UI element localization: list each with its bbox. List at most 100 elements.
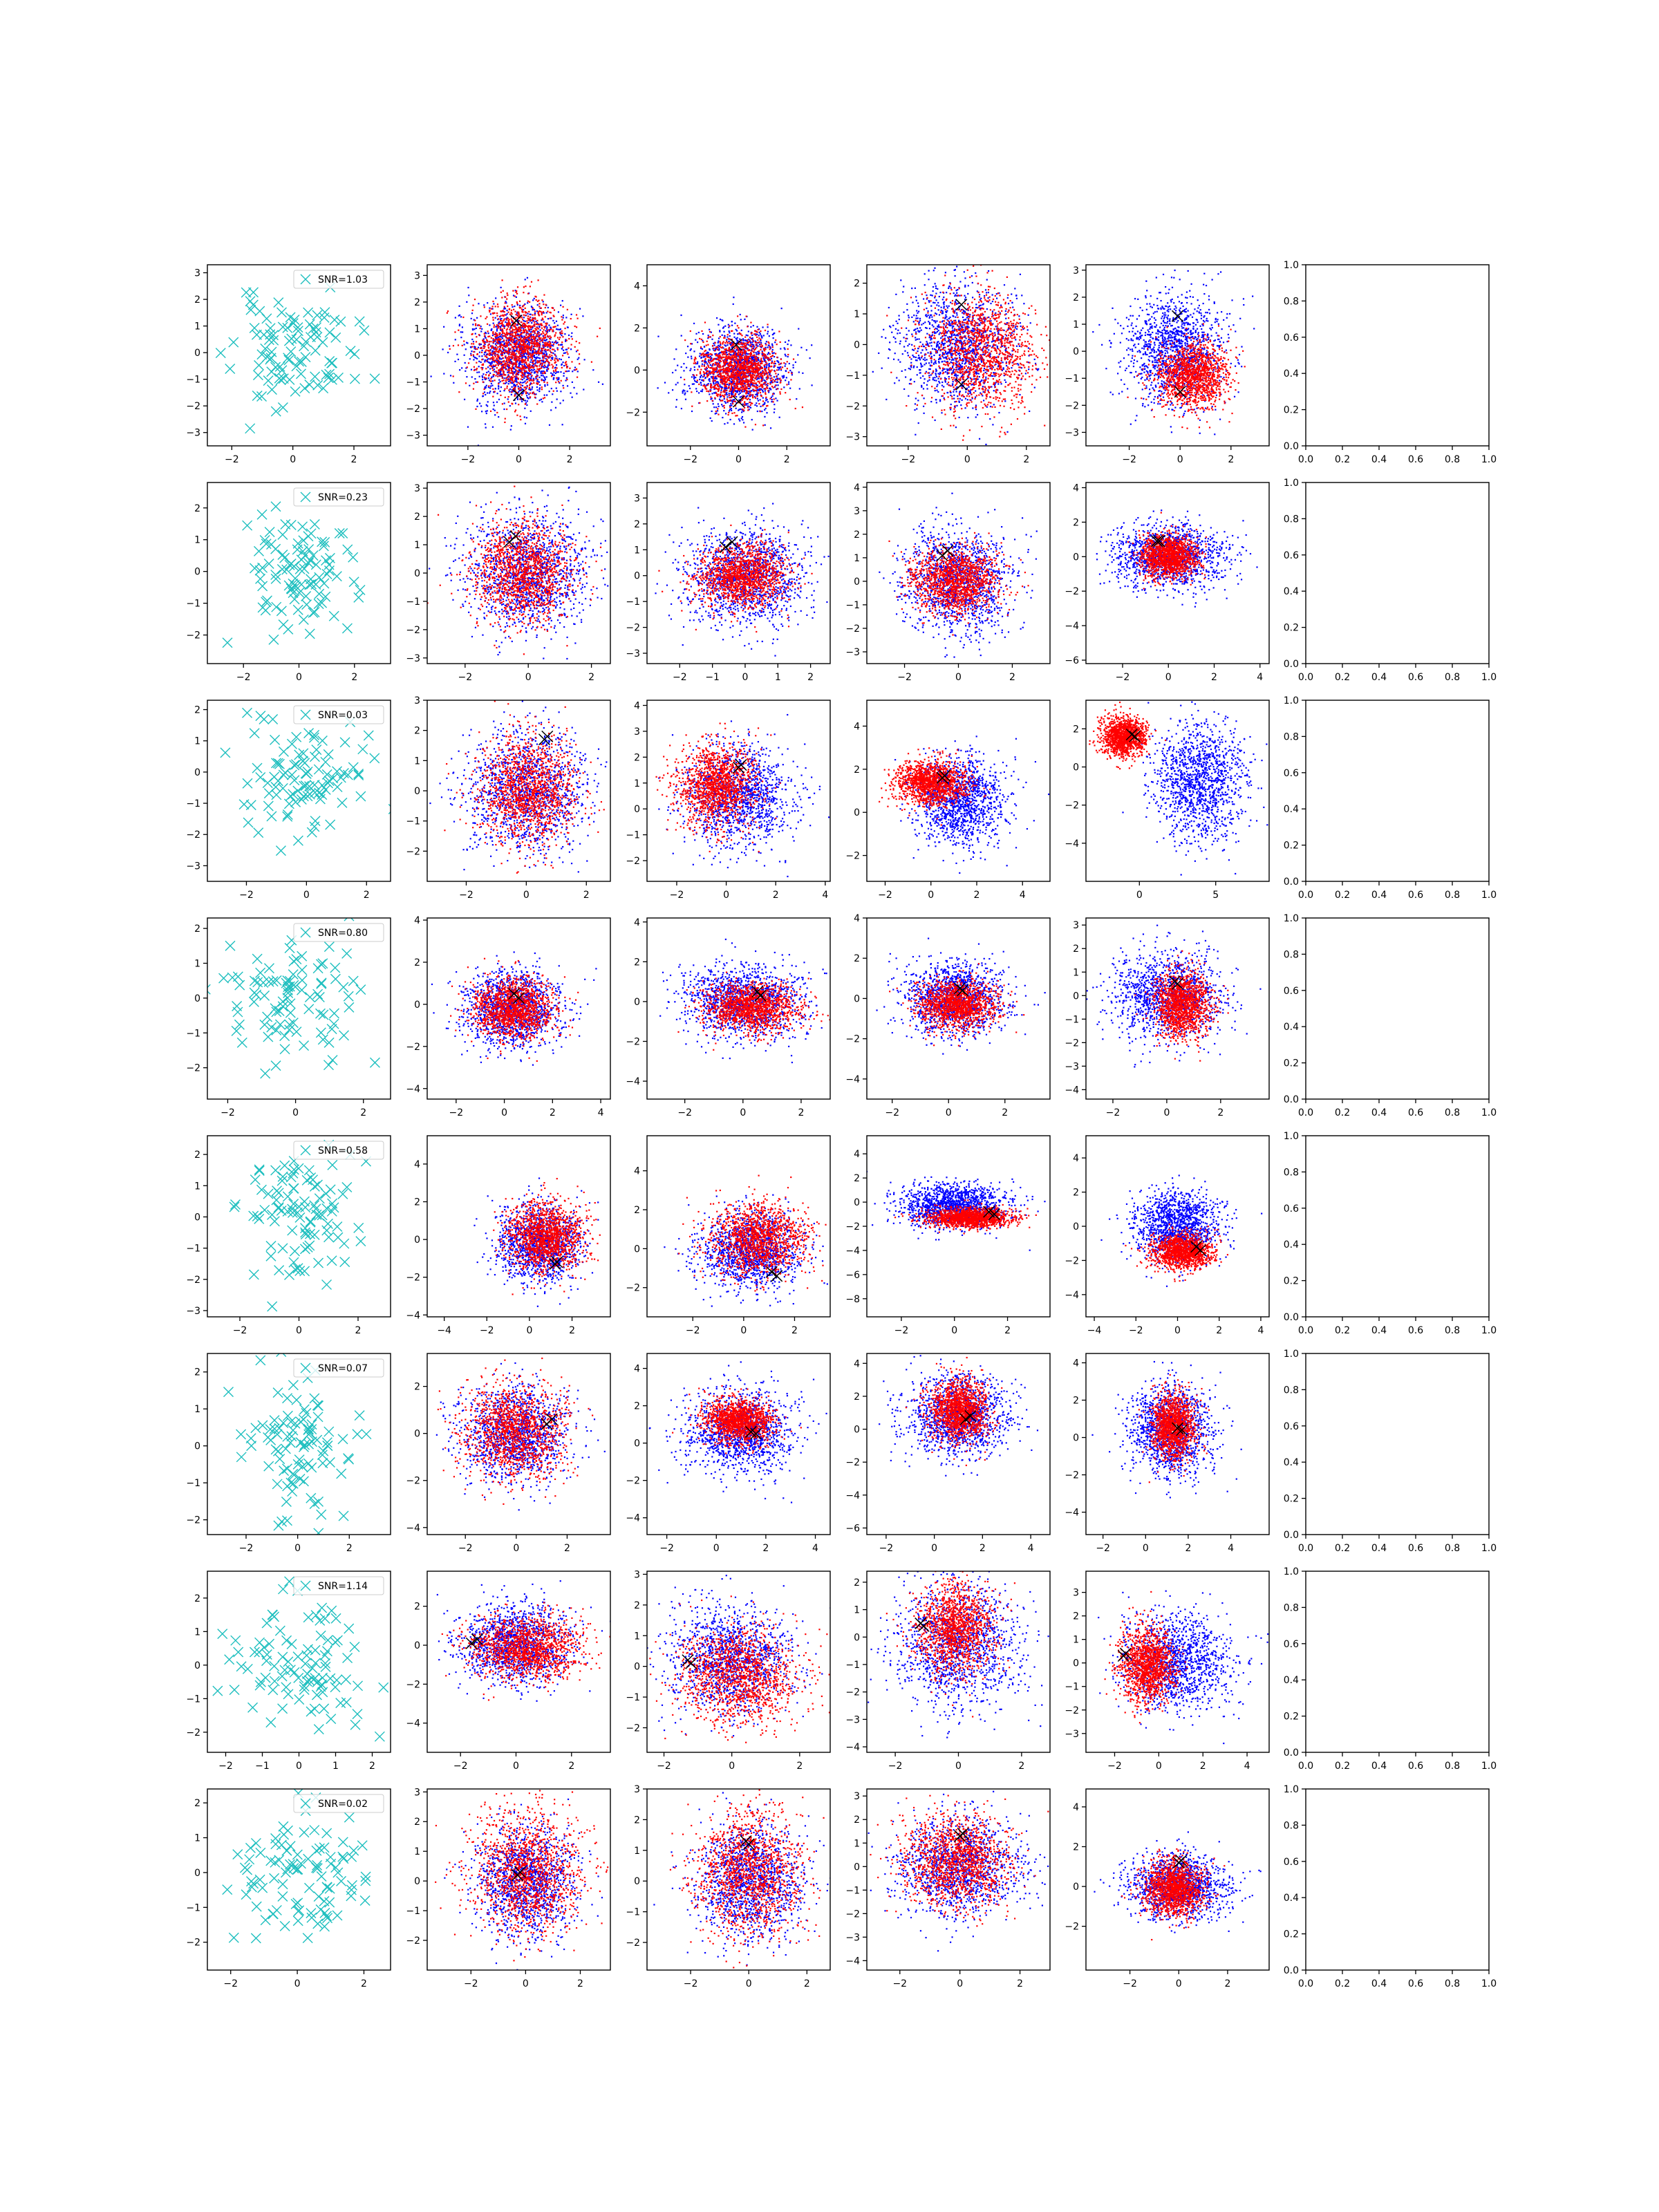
red-point: [515, 335, 516, 336]
red-point: [485, 318, 486, 319]
red-point: [486, 341, 487, 342]
red-point: [516, 303, 518, 304]
red-point: [525, 362, 526, 364]
blue-point: [498, 379, 500, 381]
red-point: [518, 313, 520, 315]
red-point: [513, 309, 514, 310]
red-point: [771, 369, 773, 371]
blue-point: [718, 403, 719, 404]
red-point: [471, 346, 473, 348]
red-point: [549, 335, 550, 337]
red-point: [492, 353, 494, 355]
blue-point: [737, 391, 738, 393]
red-point: [523, 292, 524, 293]
blue-point: [491, 383, 492, 384]
red-point: [458, 344, 459, 346]
red-point: [534, 321, 535, 323]
red-point: [554, 355, 556, 356]
red-point: [503, 371, 504, 372]
blue-point: [756, 402, 757, 404]
y-tick-label: 1: [414, 324, 420, 335]
blue-point: [478, 355, 480, 357]
red-point: [546, 333, 547, 335]
blue-point: [522, 385, 523, 386]
blue-point: [566, 349, 568, 350]
red-point: [765, 392, 766, 393]
blue-point: [526, 379, 527, 380]
red-point: [561, 319, 563, 320]
red-point: [761, 363, 762, 364]
blue-point: [505, 301, 506, 302]
red-point: [735, 375, 736, 377]
blue-point: [762, 357, 764, 359]
blue-point: [691, 411, 693, 412]
red-point: [502, 324, 503, 326]
blue-point: [789, 363, 790, 364]
blue-point: [545, 379, 546, 380]
blue-point: [579, 308, 581, 310]
red-point: [495, 364, 496, 366]
blue-point: [709, 329, 710, 330]
blue-point: [570, 314, 572, 315]
red-point: [492, 341, 494, 343]
blue-point: [740, 396, 741, 397]
red-point: [557, 360, 559, 362]
y-tick-label: −1: [186, 375, 200, 386]
blue-point: [482, 373, 484, 375]
blue-point: [525, 423, 526, 424]
red-point: [516, 365, 517, 366]
blue-point: [550, 409, 552, 411]
blue-point: [554, 375, 555, 376]
blue-point: [713, 392, 715, 393]
red-point: [533, 325, 534, 326]
blue-point: [547, 318, 549, 319]
red-point: [472, 305, 474, 306]
red-point: [511, 327, 512, 328]
blue-point: [771, 361, 773, 362]
blue-point: [769, 373, 771, 375]
red-point: [555, 382, 556, 383]
red-point: [747, 342, 748, 344]
red-point: [484, 343, 485, 344]
blue-point: [443, 373, 444, 375]
red-point: [523, 332, 524, 333]
blue-point: [556, 379, 558, 380]
blue-point: [731, 410, 732, 411]
red-point: [515, 360, 516, 362]
red-point: [545, 307, 546, 308]
red-point: [492, 317, 494, 318]
red-point: [756, 331, 757, 332]
blue-point: [741, 330, 742, 331]
blue-point: [556, 321, 557, 322]
red-point: [520, 415, 521, 417]
blue-point: [496, 330, 498, 331]
blue-point: [741, 418, 742, 419]
red-point: [523, 355, 524, 356]
red-point: [527, 350, 529, 352]
blue-point: [563, 350, 564, 351]
red-point: [532, 331, 534, 332]
red-point: [493, 364, 494, 366]
blue-point: [726, 392, 727, 393]
red-point: [554, 309, 555, 310]
blue-point: [525, 400, 526, 401]
x-tick-label: −2: [225, 454, 239, 465]
red-point: [541, 353, 543, 354]
blue-point: [727, 396, 728, 397]
red-point: [519, 301, 521, 302]
red-point: [776, 376, 777, 377]
blue-point: [771, 399, 773, 400]
red-point: [729, 325, 730, 326]
blue-point: [751, 335, 753, 336]
red-point: [705, 388, 706, 389]
red-point: [545, 349, 546, 350]
red-point: [498, 359, 499, 361]
blue-point: [753, 325, 754, 326]
blue-point: [709, 348, 710, 350]
red-point: [541, 367, 542, 368]
blue-point: [532, 350, 534, 351]
red-point: [492, 396, 494, 397]
red-point: [516, 372, 517, 373]
blue-point: [685, 399, 686, 400]
red-point: [765, 357, 766, 359]
